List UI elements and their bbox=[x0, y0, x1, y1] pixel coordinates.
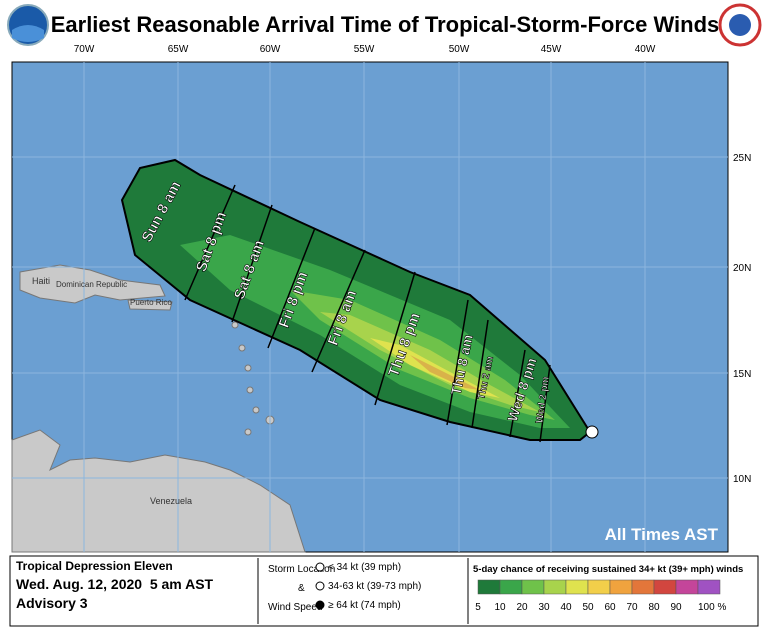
isochrone bbox=[184, 184, 236, 301]
advisory-date: Wed. Aug. 12, 2020 5 am AST bbox=[16, 576, 214, 592]
legend-title: & bbox=[298, 583, 305, 594]
longitude-label: 70W bbox=[74, 44, 95, 55]
scale-label: 20 bbox=[516, 602, 528, 613]
scale-label: 30 bbox=[538, 602, 550, 613]
hispaniola bbox=[19, 264, 166, 304]
scale-label: 90 bbox=[670, 602, 682, 613]
longitude-label: 60W bbox=[260, 44, 281, 55]
storm-symbol bbox=[315, 600, 325, 610]
latitude-label: 20N bbox=[733, 263, 751, 274]
legend-item: 34-63 kt (39-73 mph) bbox=[328, 581, 421, 592]
storm-name: Tropical Depression Eleven bbox=[16, 559, 173, 573]
isochrone bbox=[374, 271, 416, 406]
scale-label: 10 bbox=[494, 602, 506, 613]
scale-label: 50 bbox=[582, 602, 594, 613]
scale-box bbox=[499, 579, 523, 595]
noaa-logo-wave bbox=[12, 25, 44, 42]
scale-label: 70 bbox=[626, 602, 638, 613]
scale-box bbox=[477, 579, 501, 595]
swath-50 bbox=[410, 355, 480, 390]
puerto-rico bbox=[127, 299, 173, 311]
legend-title: Storm Location bbox=[268, 564, 335, 575]
advisory-number: Advisory 3 bbox=[16, 595, 88, 611]
isochrone bbox=[539, 364, 551, 443]
scale-box bbox=[565, 579, 589, 595]
title: Earliest Reasonable Arrival Time of Trop… bbox=[51, 12, 720, 37]
latitude-label: 25N bbox=[733, 153, 751, 164]
longitude-label: 45W bbox=[541, 44, 562, 55]
isochrone bbox=[446, 299, 469, 426]
map: 70W 65W 60W 55W 50W 45W 40W 25N 20N 15N 10N Haiti D… bbox=[11, 44, 751, 553]
scale-box bbox=[697, 579, 721, 595]
longitude-label: 55W bbox=[354, 44, 375, 55]
scale-label: 5 bbox=[475, 602, 481, 613]
longitude-label: 50W bbox=[449, 44, 470, 55]
scale-box bbox=[543, 579, 567, 595]
latitude-label: 15N bbox=[733, 369, 751, 380]
isochrone bbox=[267, 227, 316, 349]
place-label: Puerto Rico bbox=[130, 298, 172, 307]
place-label: Venezuela bbox=[150, 496, 192, 506]
isochrone bbox=[231, 204, 273, 323]
legend-item: < 34 kt (39 mph) bbox=[328, 562, 401, 573]
scale-label: 80 bbox=[648, 602, 660, 613]
scale-title: 5-day chance of receiving sustained 34+ … bbox=[473, 564, 743, 575]
scale-label: 100 % bbox=[698, 602, 726, 613]
scale-box bbox=[653, 579, 677, 595]
isochrone bbox=[311, 249, 366, 373]
legend-title: Wind Speed bbox=[268, 602, 322, 613]
place-label: Dominican Republic bbox=[56, 280, 127, 289]
scale-label: 40 bbox=[560, 602, 572, 613]
nws-logo-center bbox=[729, 14, 751, 36]
longitude-label: 65W bbox=[168, 44, 189, 55]
storm-symbol bbox=[315, 562, 325, 572]
south-america bbox=[11, 429, 306, 553]
isochrone bbox=[471, 319, 489, 429]
scale-box bbox=[631, 579, 655, 595]
isochrone bbox=[509, 349, 526, 438]
scale-box bbox=[675, 579, 699, 595]
storm-symbol bbox=[315, 581, 325, 591]
scale-box bbox=[609, 579, 633, 595]
place-label: Haiti bbox=[32, 276, 50, 286]
longitude-label: 40W bbox=[635, 44, 656, 55]
latitude-label: 10N bbox=[733, 474, 751, 485]
scale-box bbox=[587, 579, 611, 595]
storm-location bbox=[585, 425, 599, 439]
scale-label: 60 bbox=[604, 602, 616, 613]
times-note: All Times AST bbox=[605, 525, 719, 544]
scale-box bbox=[521, 579, 545, 595]
legend-item: ≥ 64 kt (74 mph) bbox=[328, 600, 401, 611]
